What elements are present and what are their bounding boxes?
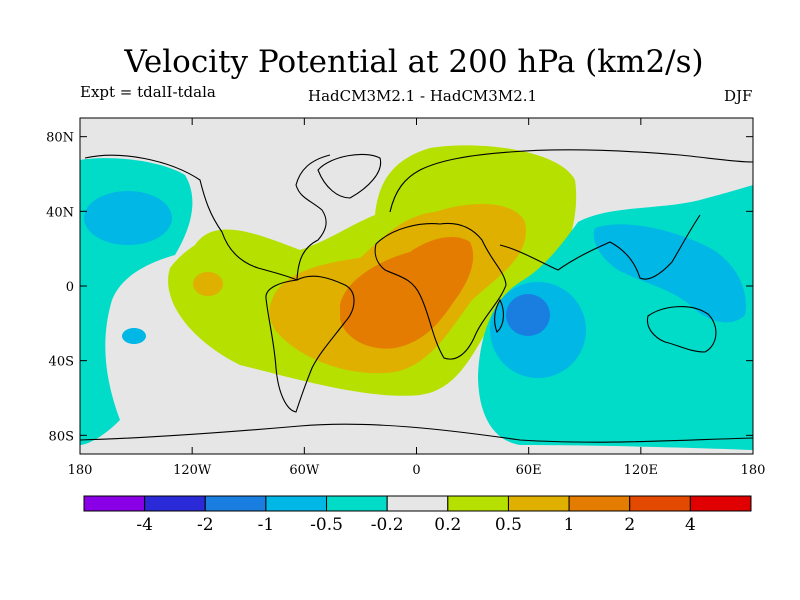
chart-title: Velocity Potential at 200 hPa (km2/s) <box>124 44 704 80</box>
contour-negative-1-indian <box>506 294 550 336</box>
colorbar-swatch <box>507 495 570 512</box>
x-tick-label: 120E <box>624 463 658 478</box>
contour-negative-0.5-warmpool <box>593 224 746 323</box>
colorbar-swatch <box>386 495 449 512</box>
colorbar-swatch <box>689 495 752 512</box>
colorbar-swatch <box>326 495 388 512</box>
plot-area <box>80 118 753 454</box>
contour-positive-1 <box>340 237 474 349</box>
coast-antarctica <box>80 423 753 443</box>
coast-australia <box>646 306 717 353</box>
colorbar-label: -0.5 <box>310 515 343 535</box>
x-tick-label: 180 <box>741 463 766 478</box>
colorbar-label: 0.2 <box>434 515 461 535</box>
colorbar-label: -2 <box>197 515 214 535</box>
contour-negative-0.5-spacific <box>122 328 146 344</box>
colorbar-label: 2 <box>624 515 635 535</box>
season-label: DJF <box>724 87 753 105</box>
contour-negative-0.5-npacific <box>84 191 172 245</box>
coastlines <box>80 149 753 443</box>
colorbar-swatch <box>447 495 509 512</box>
colorbar-swatch <box>568 495 631 512</box>
y-tick-label: 0 <box>66 280 74 295</box>
colorbar-label: 4 <box>685 515 696 535</box>
coast-greenland <box>317 153 382 199</box>
colorbar-label: -1 <box>258 515 275 535</box>
contour-positive-0.5-pacific <box>193 272 223 296</box>
colorbar-swatch <box>204 495 267 512</box>
model-label: HadCM3M2.1 - HadCM3M2.1 <box>308 87 538 105</box>
coast-eurasia <box>389 149 753 280</box>
colorbar-swatch <box>83 495 146 512</box>
x-tick-label: 60E <box>516 463 542 478</box>
x-tick-label: 60W <box>289 463 320 478</box>
colorbar-swatch <box>265 495 328 512</box>
y-tick-label: 40N <box>46 205 74 220</box>
experiment-label: Expt = tdalI-tdala <box>80 83 216 101</box>
colorbar-label: 1 <box>564 515 575 535</box>
coast-north-america <box>84 154 331 281</box>
coast-africa <box>374 222 507 360</box>
colorbar-swatch <box>144 495 206 512</box>
colorbar-label: -0.2 <box>371 515 404 535</box>
y-tick-label: 40S <box>49 355 74 370</box>
colorbar-label: -4 <box>136 515 153 535</box>
coast-madagascar <box>494 298 504 333</box>
colorbar-label: 0.5 <box>495 515 522 535</box>
x-tick-label: 120W <box>173 463 212 478</box>
x-tick-label: 0 <box>412 463 420 478</box>
x-tick-label: 180 <box>68 463 93 478</box>
y-tick-label: 80S <box>49 429 74 444</box>
colorbar-swatch <box>629 495 691 512</box>
y-tick-label: 80N <box>46 131 74 146</box>
coast-south-america <box>265 275 355 413</box>
